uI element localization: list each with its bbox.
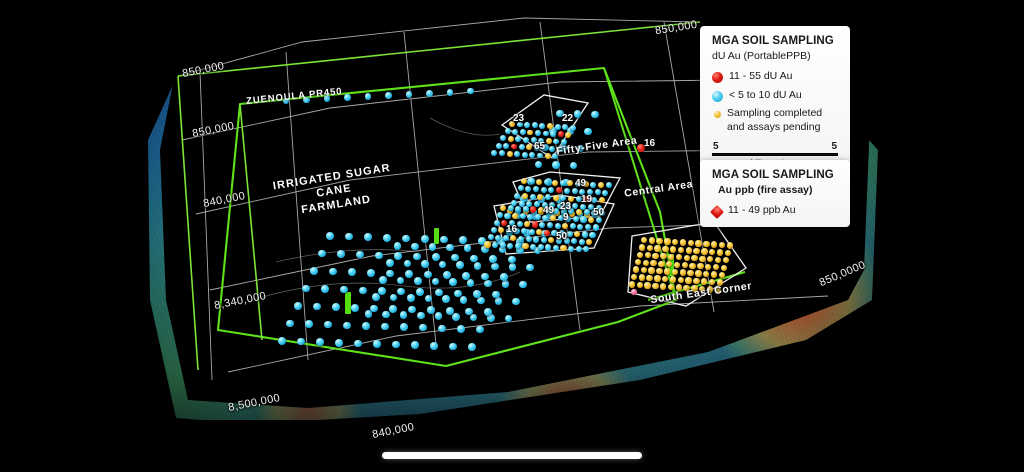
scale-bar-line	[712, 153, 838, 156]
red-diamond-swatch-icon	[709, 204, 725, 220]
coordinate-label: 840,000	[371, 421, 416, 441]
legend-item-yellow-label: Sampling completed and assays pending	[727, 107, 823, 133]
legend-au-ppb[interactable]: MGA SOIL SAMPLING Au ppb (fire assay) 11…	[700, 160, 850, 227]
legend-item-yellow[interactable]: Sampling completed and assays pending	[712, 107, 838, 134]
yellow-circle-swatch-icon	[714, 111, 721, 118]
legend-ppb-title: MGA SOIL SAMPLING	[712, 169, 834, 181]
page-scroll-indicator[interactable]	[382, 452, 642, 459]
legend-item-cyan[interactable]: < 5 to 10 dU Au	[712, 89, 838, 103]
legend-ppb-items: 11 - 49 ppb Au	[709, 204, 838, 220]
cyan-circle-swatch-icon	[712, 90, 723, 102]
legend-du-au[interactable]: MGA SOIL SAMPLING dU Au (PortablePPB) 11…	[700, 26, 850, 178]
legend-du-items: 11 - 55 dU Au < 5 to 10 dU Au Sampling c…	[712, 70, 838, 134]
scale-bar-left-value: 5	[713, 141, 719, 152]
legend-item-red-label: 11 - 55 dU Au	[729, 70, 793, 82]
legend-du-title: MGA SOIL SAMPLING	[712, 35, 834, 47]
legend-item-diamond[interactable]: 11 - 49 ppb Au	[709, 204, 838, 220]
scale-bar-right-value: 5	[831, 141, 837, 152]
red-circle-swatch-icon	[712, 72, 723, 83]
legend-item-diamond-label: 11 - 49 ppb Au	[728, 204, 796, 216]
legend-du-subtitle: dU Au (PortablePPB)	[712, 50, 811, 62]
legend-ppb-subtitle: Au ppb (fire assay)	[718, 184, 813, 196]
legend-item-cyan-label: < 5 to 10 dU Au	[729, 88, 802, 101]
legend-item-red[interactable]: 11 - 55 dU Au	[712, 70, 838, 84]
